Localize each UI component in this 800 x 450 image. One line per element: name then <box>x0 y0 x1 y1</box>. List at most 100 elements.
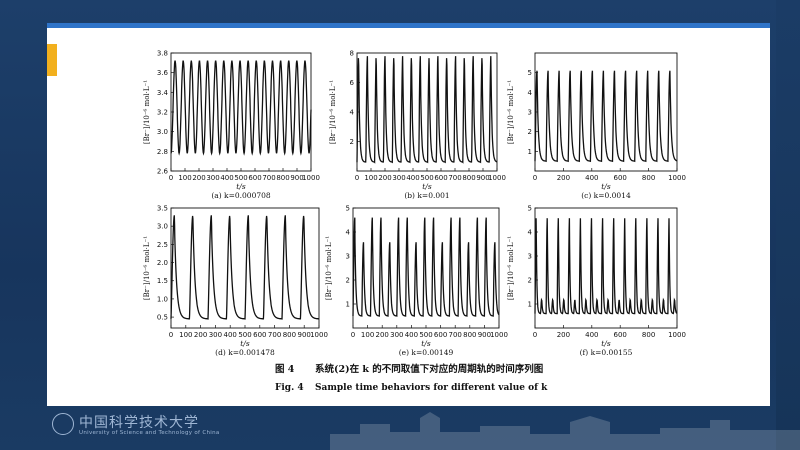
caption-en-prefix: Fig. 4 <box>275 383 304 393</box>
title-accent-bar <box>47 44 57 76</box>
figure-4: 0 100 200 300 400 500 600 700 800 90010002.62.83.… <box>143 50 686 394</box>
x-tick-label: 700 <box>448 174 461 182</box>
y-tick-label: 3.8 <box>157 50 168 58</box>
x-tick-label: 1000 <box>302 174 320 182</box>
y-tick-label: 3.6 <box>157 69 169 77</box>
x-tick-label: 300 <box>392 174 405 182</box>
x-tick-label: 0 <box>169 331 173 339</box>
y-tick-label: 3 <box>346 253 350 261</box>
series-line <box>170 215 320 320</box>
panel-label: (d) k=0.001478 <box>215 348 275 357</box>
chart-panel-4: 0 100 200 300 400 500 600 700 800 900 1000 0.5 1.0 1.… <box>143 205 328 358</box>
chart-panel-3: 0 200 400 600 800 1000 1 2 3 4 5 t/s(c) k=0.0014 [Br… <box>507 52 686 200</box>
y-tick-label: 1 <box>346 301 350 309</box>
x-tick-label: 400 <box>406 174 419 182</box>
university-seal-icon <box>52 413 74 435</box>
y-tick-label: 2 <box>346 277 350 285</box>
x-tick-label: 0 <box>351 331 355 339</box>
y-axis-label: [Br⁻]/10⁻⁶ mol·L⁻¹ <box>143 236 151 300</box>
x-tick-label: 900 <box>478 331 491 339</box>
y-tick-label: 2.8 <box>157 148 168 156</box>
x-tick-label: 0 <box>355 174 359 182</box>
caption-cn-body: 系统(2)在 k 的不同取值下对应的周期轨的时间序列图 <box>315 363 543 375</box>
y-tick-label: 3.5 <box>157 205 168 213</box>
x-tick-label: 800 <box>276 174 289 182</box>
y-tick-label: 3 <box>528 253 532 261</box>
x-tick-label: 600 <box>248 174 261 182</box>
x-tick-label: 1000 <box>668 174 686 182</box>
x-tick-label: 0 <box>533 174 537 182</box>
x-axis-label: t/s <box>601 339 611 348</box>
x-tick-label: 1000 <box>310 331 328 339</box>
x-tick-label: 800 <box>283 331 296 339</box>
background-edge <box>776 0 800 450</box>
y-tick-label: 1.5 <box>157 277 168 285</box>
x-tick-label: 200 <box>194 331 207 339</box>
y-tick-label: 4 <box>528 89 533 97</box>
x-tick-label: 900 <box>298 331 311 339</box>
y-tick-label: 2 <box>528 277 532 285</box>
y-tick-label: 5 <box>528 69 532 77</box>
x-tick-label: 200 <box>557 331 570 339</box>
y-tick-label: 4 <box>350 109 355 117</box>
x-tick-label: 400 <box>224 331 237 339</box>
x-tick-label: 600 <box>614 331 627 339</box>
x-tick-label: 400 <box>585 331 598 339</box>
x-axis-label: t/s <box>601 182 611 191</box>
x-axis-label: t/s <box>422 182 432 191</box>
x-tick-label: 200 <box>192 174 205 182</box>
x-tick-label: 300 <box>390 331 403 339</box>
y-tick-label: 4 <box>528 229 533 237</box>
x-tick-label: 0 <box>533 331 537 339</box>
x-tick-label: 900 <box>476 174 489 182</box>
y-tick-label: 3.0 <box>157 128 168 136</box>
y-axis-label: [Br⁻]/10⁻⁶ mol·L⁻¹ <box>329 80 337 144</box>
panel-label: (e) k=0.00149 <box>399 348 454 357</box>
slide-top-bar <box>47 23 770 28</box>
x-tick-label: 1000 <box>490 331 508 339</box>
y-tick-label: 6 <box>350 79 355 87</box>
campus-skyline-watermark <box>330 412 800 450</box>
series-line <box>356 56 498 164</box>
x-tick-label: 100 <box>179 331 192 339</box>
x-tick-label: 700 <box>268 331 281 339</box>
x-tick-label: 600 <box>253 331 266 339</box>
x-tick-label: 400 <box>220 174 233 182</box>
x-tick-label: 900 <box>290 174 303 182</box>
x-tick-label: 500 <box>419 331 432 339</box>
x-tick-label: 300 <box>206 174 219 182</box>
university-name-cn: 中国科学技术大学 <box>79 415 199 431</box>
x-tick-label: 1000 <box>668 331 686 339</box>
y-tick-label: 3.2 <box>157 109 168 117</box>
y-axis-label: [Br⁻]/10⁻⁶ mol·L⁻¹ <box>507 236 515 300</box>
x-tick-label: 1000 <box>488 174 506 182</box>
x-tick-label: 500 <box>238 331 251 339</box>
y-tick-label: 0.5 <box>157 314 168 322</box>
x-tick-label: 800 <box>642 331 655 339</box>
x-tick-label: 200 <box>557 174 570 182</box>
x-axis-label: t/s <box>236 182 246 191</box>
y-tick-label: 2 <box>350 138 354 146</box>
y-tick-label: 2.0 <box>157 259 168 267</box>
x-tick-label: 200 <box>378 174 391 182</box>
series-line <box>534 218 678 315</box>
y-axis-label: [Br⁻]/10⁻⁶ mol·L⁻¹ <box>507 80 515 144</box>
caption-cn-prefix: 图 4 <box>275 364 295 375</box>
slide-content: 0 100 200 300 400 500 600 700 800 900 1000 2.6 2.8 3.… <box>47 28 770 406</box>
y-axis-label: [Br⁻]/10⁻⁶ mol·L⁻¹ <box>325 236 333 300</box>
series-line <box>352 217 500 317</box>
series-line <box>170 60 312 156</box>
x-tick-label: 700 <box>262 174 275 182</box>
x-tick-label: 600 <box>434 331 447 339</box>
x-axis-label: t/s <box>240 339 250 348</box>
y-tick-label: 8 <box>350 50 354 58</box>
x-tick-label: 400 <box>585 174 598 182</box>
y-tick-label: 5 <box>528 205 532 213</box>
series-line <box>534 70 678 163</box>
x-tick-label: 200 <box>376 331 389 339</box>
panel-label: (b) k=0.001 <box>404 191 449 200</box>
university-logo: 中国科学技术大学 University of Science and Techn… <box>52 412 312 440</box>
